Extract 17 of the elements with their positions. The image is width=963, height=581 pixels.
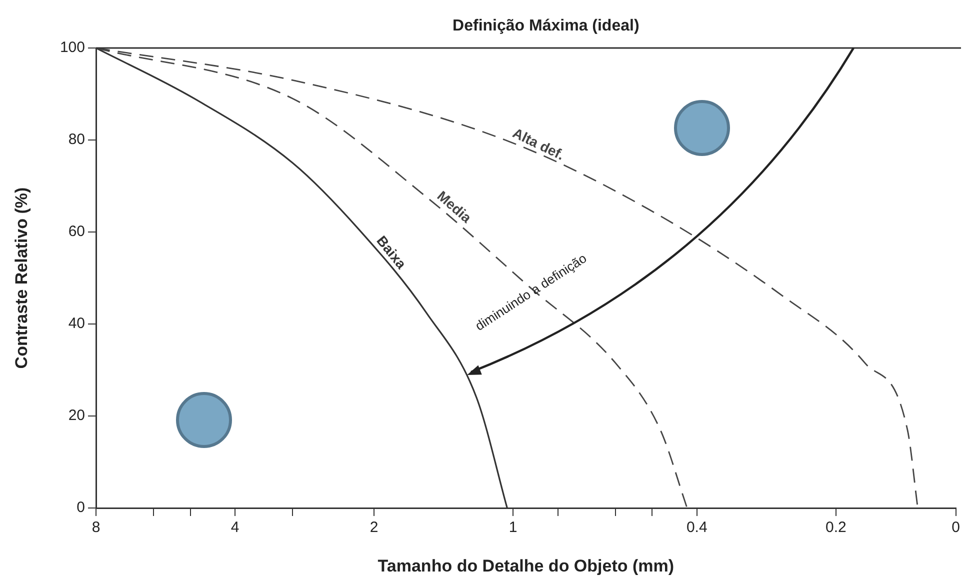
y-axis-title: Contraste Relativo (%) <box>12 187 31 369</box>
x-tick-label: 0.2 <box>825 519 846 536</box>
y-tick-label: 60 <box>68 223 85 240</box>
y-tick-label: 40 <box>68 315 85 332</box>
text: Alta def. <box>510 124 568 163</box>
y-tick-label: 80 <box>68 131 85 148</box>
x-tick-label: 0 <box>952 519 960 536</box>
x-tick-label: 0.4 <box>686 519 708 536</box>
y-tick-label: 20 <box>68 407 85 424</box>
x-tick-label: 4 <box>230 519 240 536</box>
x-tick-label: 8 <box>92 519 100 536</box>
ref-line-label: Definição Máxima (ideal) <box>452 17 640 34</box>
x-tick-label: 2 <box>370 519 378 536</box>
x-axis-title: Tamanho do Detalhe do Objeto (mm) <box>378 556 674 576</box>
y-tick-label: 100 <box>60 39 85 56</box>
x-tick-label: 1 <box>508 519 518 536</box>
y-tick-label: 0 <box>76 499 85 516</box>
